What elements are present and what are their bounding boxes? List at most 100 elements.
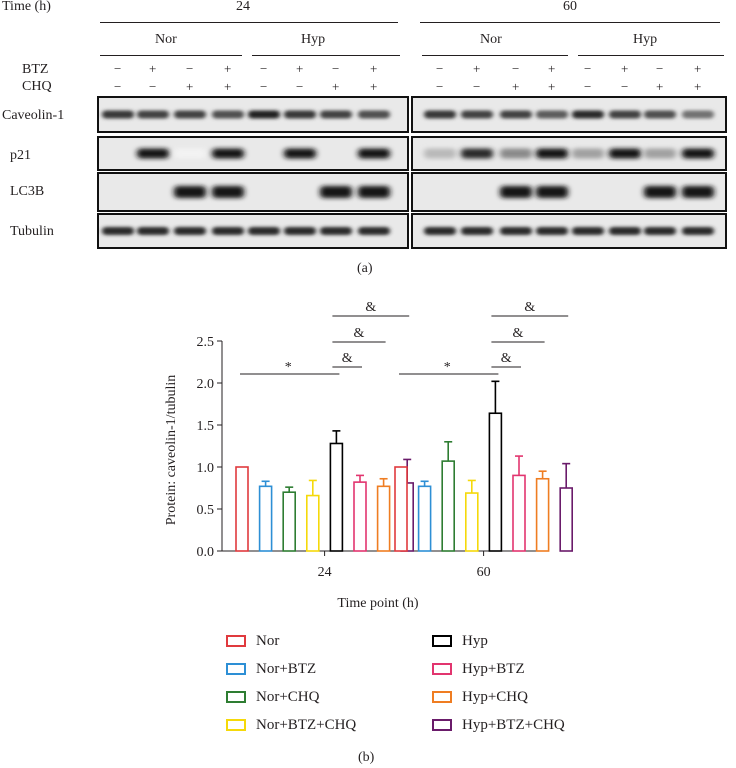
legend-swatch <box>226 663 246 675</box>
blot-band <box>682 186 714 198</box>
blot-band <box>358 227 390 235</box>
btz-sign: + <box>224 61 232 76</box>
bar <box>559 487 574 552</box>
blot-label-tubulin: Tubulin <box>10 224 54 239</box>
legend-item: Nor <box>226 632 279 650</box>
blot-band <box>609 227 641 235</box>
blot-band <box>500 186 532 198</box>
chq-sign: − <box>260 79 268 94</box>
btz-sign: − <box>584 61 592 76</box>
legend-label: Nor+BTZ+CHQ <box>256 716 357 733</box>
chart-axes: 0.0 0.5 1.0 1.5 2.0 2.5 24 60 <box>197 335 540 580</box>
bar <box>305 494 320 552</box>
blot-band <box>137 148 169 159</box>
blot-band <box>572 148 604 159</box>
blot-band <box>536 148 568 159</box>
bar <box>512 474 526 552</box>
significance-amp: & <box>342 351 353 366</box>
chq-sign: − <box>584 79 592 94</box>
bar <box>464 492 479 552</box>
blot-label-caveolin-1: Caveolin-1 <box>2 108 65 123</box>
x-tick-label: 24 <box>318 565 332 580</box>
blot-band <box>500 148 532 159</box>
legend-label: Nor <box>256 632 280 649</box>
bar <box>353 481 367 552</box>
legend-label: Hyp+BTZ <box>462 660 525 677</box>
legend-swatch <box>432 691 452 703</box>
significance-amp: & <box>524 300 535 315</box>
legend-swatch <box>226 719 246 731</box>
blot-band <box>174 186 206 198</box>
caption-b: (b) <box>358 750 375 765</box>
bar <box>488 412 503 552</box>
blot-band <box>500 110 532 119</box>
blot-band <box>358 148 390 159</box>
x-axis-label: Time point (h) <box>337 596 418 611</box>
time-group-60: 60 <box>563 0 577 14</box>
legend-item: Nor+CHQ <box>226 688 319 706</box>
legend-item: Hyp+CHQ <box>432 688 528 706</box>
blot-band <box>461 148 493 159</box>
row-label-chq: CHQ <box>22 79 52 94</box>
y-tick-label: 1.5 <box>197 419 215 434</box>
btz-sign: + <box>548 61 556 76</box>
blot-band <box>248 110 280 119</box>
chq-sign: − <box>296 79 304 94</box>
bar <box>394 466 408 552</box>
bar <box>441 460 456 552</box>
blot-band <box>320 186 352 198</box>
btz-sign: + <box>296 61 304 76</box>
blot-band <box>682 227 714 235</box>
legend-swatch <box>432 635 452 647</box>
time-group-24: 24 <box>236 0 250 14</box>
legend-item: Nor+BTZ+CHQ <box>226 716 356 734</box>
significance-amp: & <box>365 300 376 315</box>
bar <box>535 477 550 552</box>
chq-sign: + <box>512 79 520 94</box>
chq-sign: − <box>473 79 481 94</box>
significance-star: * <box>285 360 292 375</box>
btz-sign: − <box>656 61 664 76</box>
condition-label-3: Nor <box>480 32 502 47</box>
blot-band <box>174 148 206 159</box>
blot-band <box>424 227 456 235</box>
legend-label: Hyp+CHQ <box>462 688 528 705</box>
blot-band <box>137 227 169 235</box>
chq-sign: − <box>621 79 629 94</box>
blot-band <box>461 227 493 235</box>
btz-sign: + <box>694 61 702 76</box>
blot-band <box>536 110 568 119</box>
blot-band <box>212 227 244 235</box>
blot-band <box>572 110 604 119</box>
y-tick-label: 2.5 <box>197 335 215 350</box>
btz-sign: − <box>436 61 444 76</box>
legend-label: Nor+BTZ <box>256 660 317 677</box>
bar <box>376 485 391 552</box>
significance-star: * <box>444 360 451 375</box>
blot-band <box>320 110 352 119</box>
btz-sign: − <box>186 61 194 76</box>
blot-band <box>358 110 390 119</box>
condition-label-4: Hyp <box>633 32 658 47</box>
chq-sign: + <box>694 79 702 94</box>
blot-band <box>174 110 206 119</box>
blot-band <box>320 227 352 235</box>
y-tick-label: 1.0 <box>197 461 215 476</box>
significance-marks: *&&&*&&& <box>240 300 569 375</box>
chq-sign: + <box>548 79 556 94</box>
bar <box>258 485 273 552</box>
btz-sign: + <box>473 61 481 76</box>
bar <box>235 466 249 552</box>
btz-sign: + <box>370 61 378 76</box>
chq-sign: + <box>656 79 664 94</box>
blot-band <box>644 227 676 235</box>
bar <box>417 485 432 552</box>
caption-a: (a) <box>357 261 373 276</box>
btz-sign: + <box>149 61 157 76</box>
row-label-btz: BTZ <box>22 62 49 77</box>
chq-sign: − <box>149 79 157 94</box>
blot-band <box>682 110 714 119</box>
blot-label-lc3b: LC3B <box>10 184 45 199</box>
blot-band <box>284 110 316 119</box>
time-line-60 <box>420 22 720 23</box>
